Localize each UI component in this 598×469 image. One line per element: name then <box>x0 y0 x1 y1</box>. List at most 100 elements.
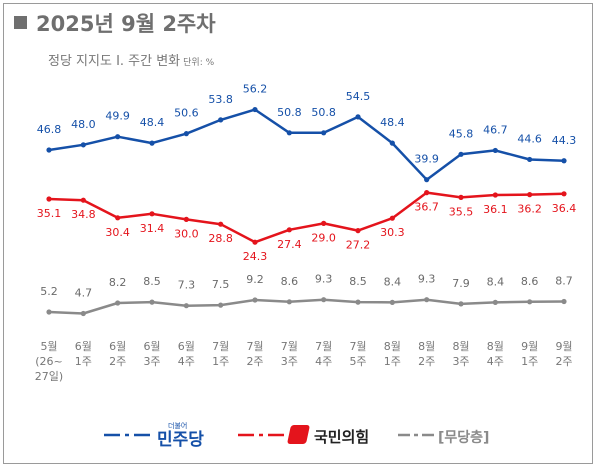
data-label-0-14: 44.6 <box>517 132 542 145</box>
data-label-0-13: 46.7 <box>483 123 508 136</box>
data-point-0-12 <box>458 151 464 157</box>
data-point-2-10 <box>389 299 395 305</box>
chart-title: 2025년 9월 2주차 <box>36 12 216 36</box>
data-point-1-12 <box>458 194 464 200</box>
x-tick-label-4-1: 4주 <box>178 355 195 368</box>
data-point-1-8 <box>321 220 327 226</box>
data-label-0-15: 44.3 <box>552 134 577 147</box>
data-label-2-10: 8.4 <box>384 275 402 288</box>
data-label-1-2: 30.4 <box>105 226 130 239</box>
x-tick-label-2-1: 2주 <box>109 355 126 368</box>
data-label-0-1: 48.0 <box>71 118 96 131</box>
x-tick-label-14-1: 1주 <box>521 355 538 368</box>
x-tick-label-2-0: 6월 <box>109 340 126 353</box>
x-tick-label-11-1: 2주 <box>418 355 435 368</box>
data-point-2-4 <box>183 303 189 309</box>
data-point-2-5 <box>218 302 224 308</box>
data-label-0-11: 39.9 <box>414 153 439 166</box>
data-point-1-6 <box>252 239 258 245</box>
x-tick-label-11-0: 8월 <box>418 340 435 353</box>
data-label-1-14: 36.2 <box>517 203 542 216</box>
subtitle-text: 정당 지지도 Ⅰ. 주간 변화 <box>48 54 181 69</box>
data-point-1-9 <box>355 228 361 234</box>
data-point-0-4 <box>183 131 189 137</box>
data-point-2-8 <box>321 297 327 303</box>
data-point-0-11 <box>424 177 430 183</box>
data-point-0-15 <box>561 158 567 164</box>
data-point-1-5 <box>218 221 224 227</box>
data-point-2-15 <box>561 298 567 305</box>
data-label-1-12: 35.5 <box>449 205 474 218</box>
data-point-0-7 <box>286 130 292 136</box>
x-tick-label-10-0: 8월 <box>384 340 401 353</box>
data-point-2-1 <box>80 310 86 317</box>
data-point-2-14 <box>527 299 533 305</box>
x-tick-label-5-0: 7월 <box>212 340 229 353</box>
data-point-1-7 <box>286 227 292 233</box>
data-point-1-15 <box>561 191 567 197</box>
data-point-2-11 <box>424 297 430 303</box>
data-label-2-4: 7.3 <box>178 279 196 292</box>
data-label-2-5: 7.5 <box>212 278 230 291</box>
data-label-0-3: 48.4 <box>140 116 165 129</box>
data-label-1-9: 27.2 <box>346 239 371 252</box>
data-point-0-2 <box>115 134 121 140</box>
data-point-0-10 <box>389 140 395 146</box>
data-label-2-9: 8.5 <box>349 275 367 288</box>
data-point-0-3 <box>149 140 155 146</box>
data-point-0-14 <box>527 156 533 163</box>
data-point-2-2 <box>115 300 121 306</box>
x-tick-label-1-0: 6월 <box>75 340 92 353</box>
x-tick-label-10-1: 1주 <box>384 355 401 368</box>
data-label-1-8: 29.0 <box>311 231 336 244</box>
data-label-0-9: 54.5 <box>346 90 371 103</box>
x-tick-label-5-1: 1주 <box>212 355 229 368</box>
data-point-2-9 <box>355 299 361 305</box>
data-label-2-8: 9.3 <box>315 273 333 286</box>
x-tick-label-6-1: 2주 <box>246 355 263 368</box>
title-square-icon <box>14 16 27 29</box>
data-label-0-0: 46.8 <box>37 123 62 136</box>
unit-label: 단위: % <box>183 58 215 68</box>
data-point-2-12 <box>458 301 464 307</box>
data-label-2-15: 8.7 <box>555 275 573 288</box>
data-point-0-9 <box>355 114 361 120</box>
data-label-2-11: 9.3 <box>418 273 436 286</box>
data-label-2-13: 8.4 <box>487 275 505 288</box>
series-line-0 <box>48 108 565 181</box>
data-label-1-7: 27.4 <box>277 238 302 251</box>
data-label-0-12: 45.8 <box>449 127 474 140</box>
x-tick-label-13-0: 8월 <box>487 340 504 353</box>
x-tick-label-15-1: 2주 <box>555 355 572 368</box>
data-point-1-14 <box>527 192 533 198</box>
series-line-2 <box>48 298 565 315</box>
data-label-1-4: 30.0 <box>174 227 199 240</box>
x-tick-label-7-0: 7월 <box>281 340 298 353</box>
x-tick-label-0-1: (26~ <box>35 355 63 368</box>
data-label-2-12: 7.9 <box>452 277 470 290</box>
data-point-2-6 <box>252 297 258 303</box>
data-label-0-10: 48.4 <box>380 116 405 129</box>
data-point-2-3 <box>149 299 155 305</box>
data-point-1-0 <box>46 196 52 202</box>
data-label-1-10: 30.3 <box>380 226 405 239</box>
x-tick-label-3-0: 6월 <box>143 340 160 353</box>
data-point-0-0 <box>46 147 52 153</box>
data-label-2-3: 8.5 <box>143 275 161 288</box>
data-point-0-13 <box>492 147 498 154</box>
data-label-1-13: 36.1 <box>483 203 508 216</box>
x-tick-label-14-0: 9월 <box>521 340 538 353</box>
x-tick-label-8-0: 7월 <box>315 340 332 353</box>
data-point-1-2 <box>115 215 121 221</box>
x-tick-label-0-0: 5월 <box>40 340 57 353</box>
x-tick-label-12-1: 3주 <box>452 355 469 368</box>
data-label-2-6: 9.2 <box>246 273 264 286</box>
x-tick-label-7-1: 3주 <box>281 355 298 368</box>
data-label-0-4: 50.6 <box>174 107 199 120</box>
data-label-1-11: 36.7 <box>414 201 439 214</box>
data-point-2-13 <box>492 299 498 305</box>
x-tick-label-9-0: 7월 <box>349 340 366 353</box>
data-label-0-2: 49.9 <box>105 110 130 123</box>
data-point-2-7 <box>286 299 292 305</box>
